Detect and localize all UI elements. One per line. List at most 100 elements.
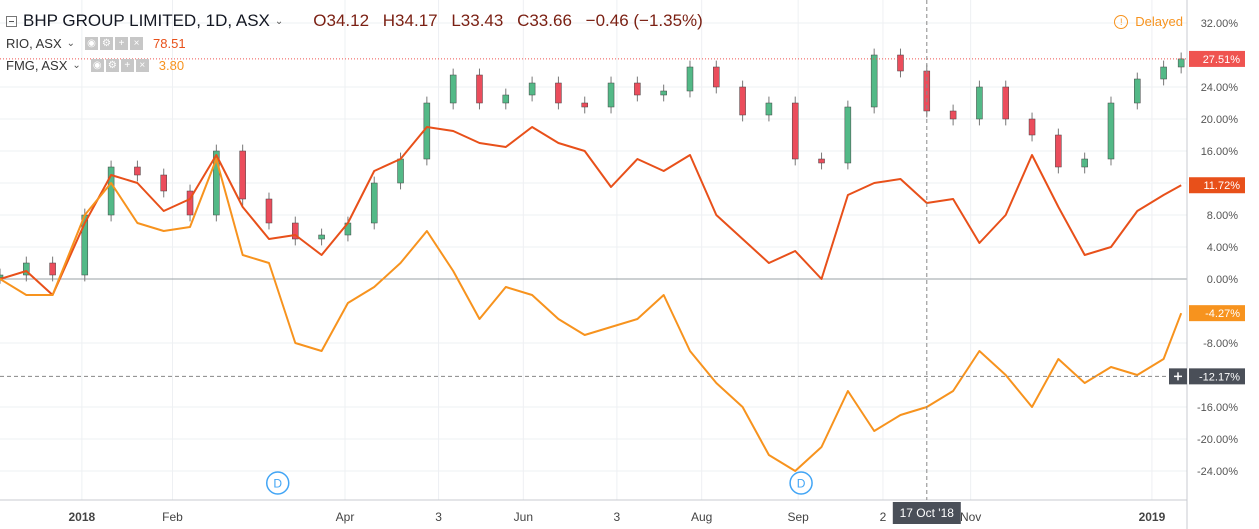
candle	[870, 54, 878, 108]
candle	[107, 166, 115, 216]
low-value: L33.43	[451, 11, 504, 30]
change-value: −0.46 (−1.35%)	[585, 11, 703, 30]
y-tick-label: 4.00%	[1207, 242, 1238, 254]
candle	[292, 222, 299, 240]
series-actions: ◉ ⚙ + ×	[85, 36, 145, 50]
candle	[555, 82, 562, 104]
candle	[186, 190, 194, 216]
candle	[660, 90, 667, 96]
candle	[318, 234, 325, 240]
x-tick-label: Aug	[691, 510, 712, 524]
series-actions: ◉ ⚙ + ×	[90, 58, 151, 72]
crosshair-date-badge	[892, 502, 961, 524]
candle	[765, 102, 773, 116]
crosshair-date-label: 17 Oct '18	[900, 506, 955, 520]
x-tick-label: 2018	[69, 510, 96, 524]
candle	[239, 150, 246, 200]
settings-icon[interactable]: ⚙	[100, 36, 114, 50]
x-tick-label: Feb	[162, 510, 183, 524]
remove-icon[interactable]: ×	[130, 36, 144, 50]
candle	[844, 106, 852, 164]
close-value: C33.66	[517, 11, 572, 30]
y-tick-label: 24.00%	[1201, 82, 1239, 94]
x-tick-label: Apr	[336, 510, 355, 524]
visibility-icon[interactable]: ◉	[85, 36, 99, 50]
candle	[49, 262, 56, 276]
compare-symbol-rio[interactable]: RIO, ASX	[6, 35, 62, 51]
add-icon[interactable]: +	[115, 36, 129, 50]
settings-icon[interactable]: ⚙	[105, 58, 119, 72]
last-value-label: -4.27%	[1205, 308, 1240, 320]
series-line-rio[interactable]	[0, 126, 1182, 296]
dividend-event-icon[interactable]	[789, 471, 813, 495]
candle	[476, 74, 483, 104]
candle	[134, 166, 141, 176]
candle	[739, 86, 746, 116]
candle	[1134, 78, 1141, 104]
candle	[607, 82, 615, 108]
compare-value-fmg: 3.80	[158, 57, 185, 73]
chevron-down-icon[interactable]: ⌄	[66, 37, 76, 49]
candle	[1081, 158, 1088, 168]
candle	[370, 182, 378, 224]
candle	[502, 94, 510, 104]
x-tick-label: 3	[614, 510, 621, 524]
candle	[976, 86, 983, 120]
crosshair-value-badge	[1189, 368, 1245, 385]
crosshair-value-label: -12.17%	[1199, 371, 1240, 383]
main-symbol[interactable]: BHP GROUP LIMITED, 1D, ASX	[23, 11, 270, 30]
x-tick-label: Nov	[960, 510, 981, 524]
candle	[686, 66, 694, 92]
x-tick-label: Sep	[787, 510, 809, 524]
chevron-down-icon[interactable]: ⌄	[72, 59, 81, 71]
candle	[1002, 86, 1009, 120]
compare-row-rio: RIO, ASX ⌄ ◉ ⚙ + × 78.51	[6, 32, 712, 54]
candle	[23, 262, 30, 276]
dividend-event-label: D	[273, 477, 282, 491]
collapse-legend-icon[interactable]	[6, 15, 17, 27]
x-tick-label: 3	[435, 510, 442, 524]
y-tick-label: 32.00%	[1201, 18, 1239, 30]
y-tick-label: -24.00%	[1197, 466, 1238, 478]
delayed-status[interactable]: ! Delayed	[1114, 14, 1183, 29]
visibility-icon[interactable]: ◉	[90, 58, 104, 72]
compare-symbol-fmg[interactable]: FMG, ASX	[6, 57, 68, 73]
y-tick-label: -20.00%	[1197, 434, 1238, 446]
compare-row-fmg: FMG, ASX ⌄ ◉ ⚙ + × 3.80	[6, 54, 712, 76]
series-line-fmg[interactable]	[0, 158, 1183, 472]
candle	[265, 198, 273, 224]
y-tick-label: 20.00%	[1201, 114, 1239, 126]
add-icon[interactable]: +	[120, 58, 134, 72]
last-value-badge	[1189, 305, 1245, 322]
remove-icon[interactable]: ×	[135, 58, 149, 72]
candle	[1028, 118, 1036, 136]
last-value-label: 27.51%	[1203, 54, 1241, 66]
candle	[634, 82, 641, 96]
x-tick-label: Jun	[514, 510, 533, 524]
open-value: O34.12	[313, 11, 370, 30]
legend: BHP GROUP LIMITED, 1D, ASX ⌄ O34.12 H34.…	[6, 10, 712, 76]
dividend-event-label: D	[797, 477, 806, 491]
dividend-event-icon[interactable]	[265, 471, 290, 495]
last-value-badge	[1189, 50, 1245, 67]
ohlc-values: O34.12 H34.17 L33.43 C33.66 −0.46 (−1.35…	[313, 11, 712, 31]
y-tick-label: 16.00%	[1201, 146, 1239, 158]
price-axis	[1187, 0, 1259, 529]
candle	[1177, 58, 1185, 68]
y-tick-label: -16.00%	[1197, 402, 1238, 414]
last-value-label: 11.72%	[1204, 180, 1241, 192]
candle	[818, 158, 825, 164]
high-value: H34.17	[382, 11, 438, 30]
candle	[713, 66, 720, 88]
candle	[581, 102, 588, 108]
compare-value-rio: 78.51	[153, 35, 186, 51]
candle	[1055, 134, 1062, 168]
y-tick-label: -8.00%	[1203, 338, 1238, 350]
candle	[1107, 102, 1115, 160]
candle	[1160, 66, 1167, 80]
candle	[160, 174, 167, 192]
candle	[449, 74, 457, 104]
chevron-down-icon[interactable]: ⌄	[274, 15, 284, 27]
candle	[213, 150, 220, 216]
